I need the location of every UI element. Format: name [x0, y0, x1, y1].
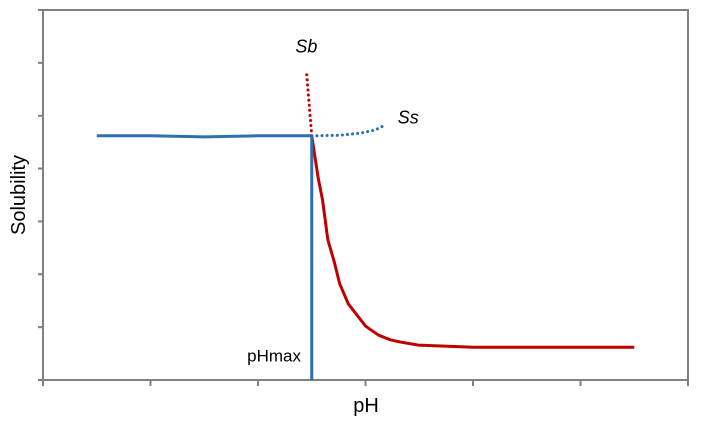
- y-axis-label: Solubility: [8, 155, 30, 235]
- annotation-sb: Sb: [295, 36, 317, 56]
- series-ss: [310, 123, 387, 138]
- annotation-phmax: pHmax: [247, 347, 301, 366]
- series-drop: [310, 135, 635, 349]
- annotation-ss: Ss: [398, 108, 419, 128]
- series-sb: [304, 68, 314, 138]
- series-flat: [96, 134, 312, 139]
- x-axis-label: pH: [353, 395, 379, 417]
